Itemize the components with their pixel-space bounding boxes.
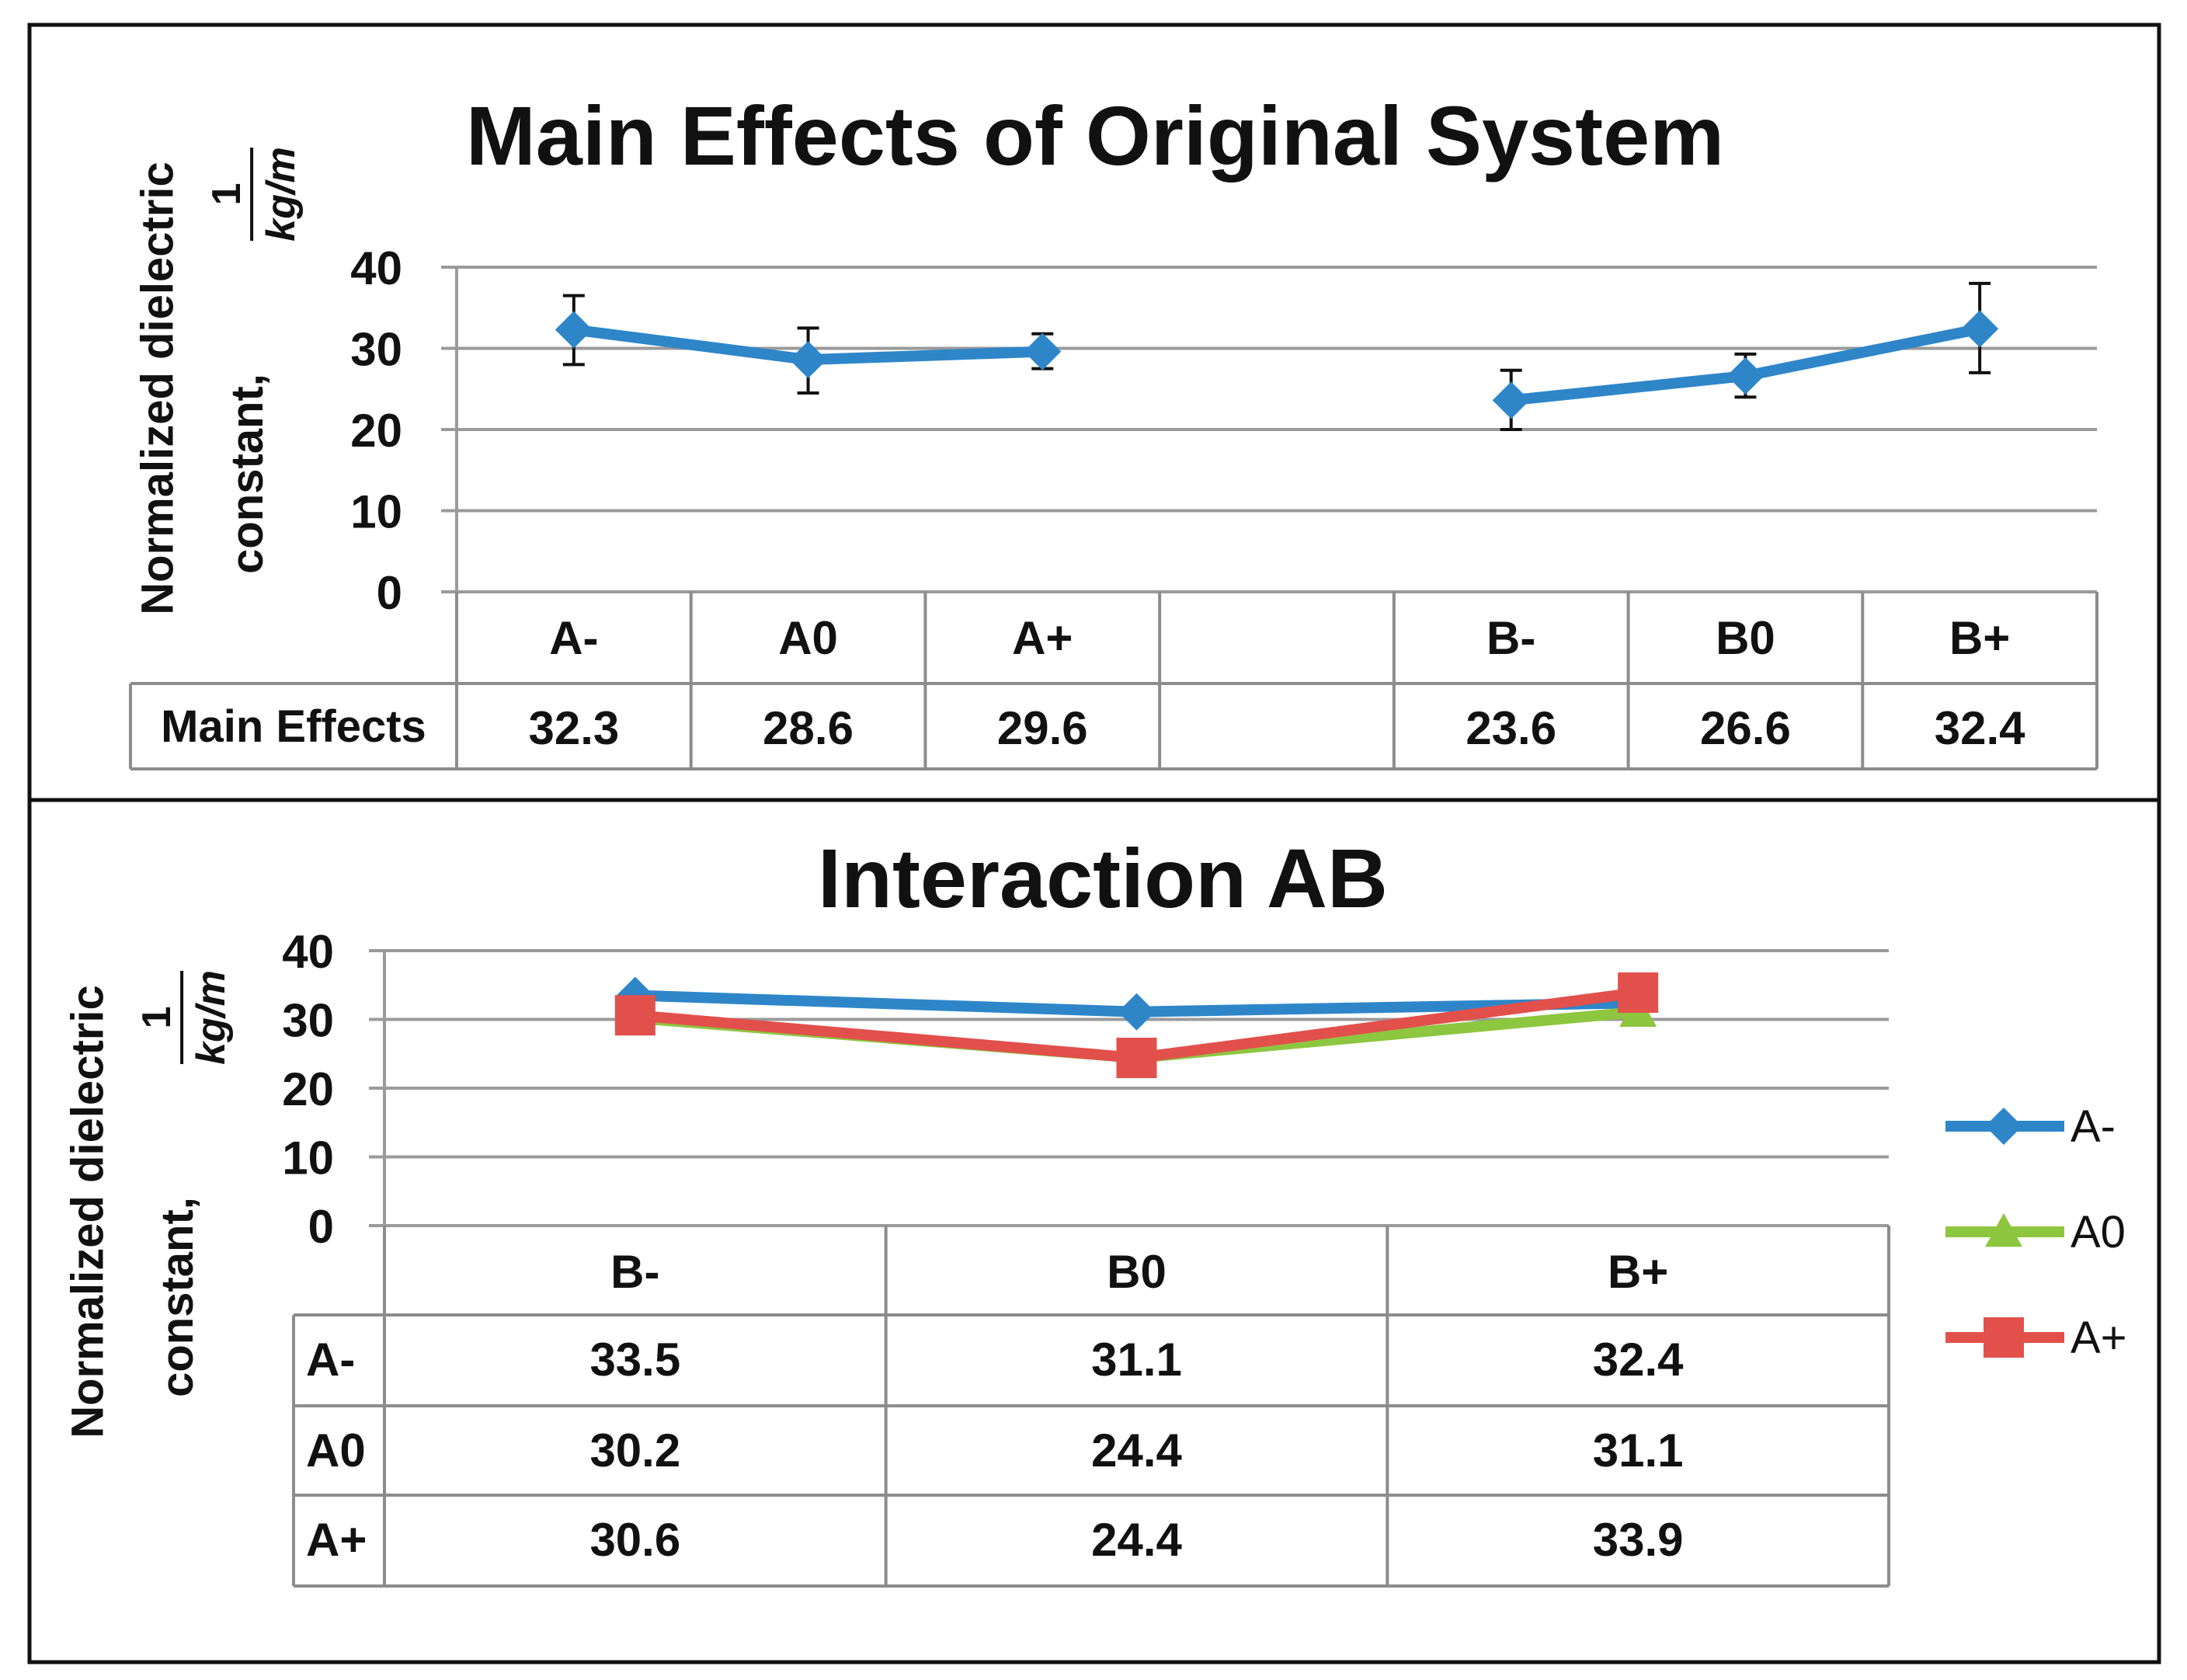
outer-frame [27, 23, 2161, 1664]
interaction-chart: Interaction AB 0 10 20 30 40 B- B0 B+ A- 33.5 31.1 3… [63, 831, 2127, 1588]
legend-marker [1985, 1108, 2022, 1145]
table-row-label: A+ [306, 1514, 367, 1566]
chart-title: Main Effects of Original System [466, 89, 1724, 183]
table-row-label: Main Effects [161, 701, 426, 752]
data-point [555, 311, 593, 349]
legend-marker [1984, 1317, 2024, 1358]
legend-label: A+ [2071, 1313, 2127, 1363]
x-tick-label: B0 [1107, 1246, 1167, 1298]
y-unit-numerator: 1 [134, 1006, 179, 1028]
x-tick-label: B+ [1608, 1246, 1668, 1298]
y-unit-denominator: kg/m [189, 970, 234, 1065]
data-point [1726, 357, 1765, 395]
data-point-A+ [1618, 972, 1659, 1013]
y-tick-label: 20 [350, 405, 402, 457]
table-value: 33.5 [589, 1334, 680, 1386]
table-value: 32.4 [1935, 702, 2025, 754]
legend-label: A- [2071, 1101, 2116, 1152]
x-tick-label: A0 [778, 612, 838, 664]
y-axis-label-line2: constant, [152, 1197, 203, 1397]
table-value: 26.6 [1700, 702, 1791, 754]
y-axis-label: Normalized dielectric constant, 1 kg/m [63, 970, 235, 1438]
table-value: 32.3 [528, 702, 619, 754]
data-point [1492, 381, 1530, 419]
table-value: 30.2 [589, 1424, 680, 1477]
data-point-A- [1118, 993, 1156, 1031]
x-tick-label: B0 [1716, 612, 1775, 664]
data-point [789, 341, 827, 379]
table-value: 31.1 [1593, 1424, 1684, 1477]
y-axis-label-line1: Normalized dielectric [133, 162, 183, 614]
table-value: 30.6 [589, 1514, 680, 1566]
y-unit-denominator: kg/m [259, 147, 304, 242]
table-row-label: A- [306, 1334, 355, 1386]
y-tick-label: 30 [282, 995, 334, 1047]
y-axis-label-line1: Normalized dielectric [63, 985, 113, 1438]
y-tick-label: 0 [308, 1201, 334, 1253]
table-value: 31.1 [1091, 1334, 1182, 1386]
table-value: 23.6 [1466, 702, 1556, 754]
chart-title: Interaction AB [818, 831, 1388, 925]
table-value: 24.4 [1091, 1514, 1182, 1566]
table-row-label: A0 [306, 1424, 366, 1477]
y-tick-label: 30 [350, 324, 402, 376]
y-tick-label: 20 [282, 1063, 334, 1115]
data-point-A+ [1116, 1038, 1157, 1079]
table-value: 29.6 [997, 702, 1088, 754]
data-point-A+ [614, 995, 655, 1036]
data-point [1961, 310, 1999, 348]
y-tick-label: 40 [350, 242, 402, 294]
table-value: 28.6 [763, 702, 854, 754]
y-tick-label: 40 [282, 926, 334, 978]
table-value: 24.4 [1091, 1424, 1182, 1477]
x-tick-label: A- [549, 612, 598, 664]
table-value: 33.9 [1593, 1514, 1684, 1566]
legend-marker [1985, 1213, 2022, 1247]
y-tick-label: 0 [377, 567, 402, 619]
legend-label: A0 [2071, 1207, 2126, 1257]
x-tick-label: B- [1486, 612, 1535, 664]
y-tick-label: 10 [282, 1132, 334, 1184]
x-tick-label: A+ [1012, 612, 1073, 664]
data-point [1024, 332, 1062, 370]
y-axis-label-line2: constant, [222, 374, 273, 574]
y-unit-numerator: 1 [204, 183, 249, 205]
y-axis-label: Normalized dielectric constant, 1 kg/m [133, 147, 304, 615]
x-tick-label: B- [610, 1246, 659, 1298]
table-value: 32.4 [1593, 1334, 1684, 1386]
y-tick-label: 10 [350, 486, 402, 538]
main-effects-chart: Main Effects of Original System 0 10 20 30 40… [129, 89, 2098, 770]
x-tick-label: B+ [1949, 612, 2010, 664]
